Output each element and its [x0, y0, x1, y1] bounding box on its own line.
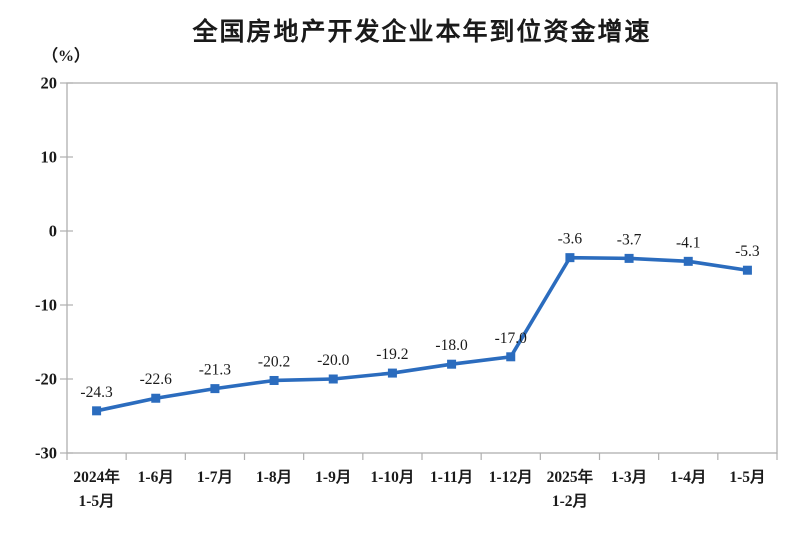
x-tick-label: 1-8月 — [256, 468, 292, 486]
data-point-marker — [387, 368, 397, 378]
x-tick-label: 1-6月 — [138, 468, 174, 486]
y-tick-label: -20 — [35, 370, 57, 389]
y-tick-label: -30 — [35, 444, 57, 463]
data-point-marker — [683, 256, 693, 266]
y-tick-label: 0 — [49, 222, 57, 241]
data-point-marker — [92, 406, 102, 416]
y-tick-label: 10 — [41, 148, 58, 167]
x-tick-label: 1-10月 — [370, 468, 414, 486]
data-point-label: -3.6 — [558, 231, 583, 248]
chart-title: 全国房地产开发企业本年到位资金增速 — [192, 17, 652, 46]
data-point-marker — [269, 375, 279, 385]
data-point-marker — [506, 352, 516, 362]
x-tick-label: 1-9月 — [315, 468, 351, 486]
data-point-label: -3.7 — [617, 231, 642, 248]
data-point-label: -21.3 — [199, 362, 232, 379]
data-point-marker — [624, 253, 634, 263]
y-tick-label: 20 — [41, 74, 58, 93]
data-point-marker — [742, 265, 752, 275]
y-tick-label: -10 — [35, 296, 57, 315]
data-point-marker — [328, 374, 338, 384]
data-point-label: -19.2 — [376, 346, 408, 363]
data-point-label: -20.2 — [258, 353, 290, 370]
data-point-marker — [210, 384, 220, 394]
data-point-label: -24.3 — [80, 384, 113, 401]
data-line — [94, 255, 750, 413]
x-tick-label: 1-12月 — [489, 468, 533, 486]
data-point-marker — [565, 253, 575, 263]
x-tick-label: 1-2月 — [552, 492, 588, 510]
data-point-label: -22.6 — [140, 371, 173, 388]
data-point-marker — [151, 393, 161, 403]
data-point-label: -20.0 — [317, 352, 350, 369]
plot-border — [66, 82, 778, 454]
x-tick-label: 1-4月 — [670, 468, 706, 486]
x-tick-label: 1-3月 — [611, 468, 647, 486]
x-tick-label: 1-11月 — [430, 468, 473, 486]
x-tick-label: 1-5月 — [78, 492, 114, 510]
x-tick-label: 1-7月 — [197, 468, 233, 486]
x-tick-label: 1-5月 — [729, 468, 765, 486]
x-tick-label: 2024年 — [73, 467, 120, 486]
data-point-label: -18.0 — [435, 337, 468, 354]
y-axis-unit-label: （%） — [42, 48, 91, 65]
data-point-marker — [447, 359, 457, 369]
data-point-label: -17.0 — [495, 330, 528, 347]
data-point-label: -5.3 — [735, 243, 760, 260]
x-tick-label: 2025年 — [547, 467, 594, 486]
data-point-label: -4.1 — [676, 234, 701, 251]
